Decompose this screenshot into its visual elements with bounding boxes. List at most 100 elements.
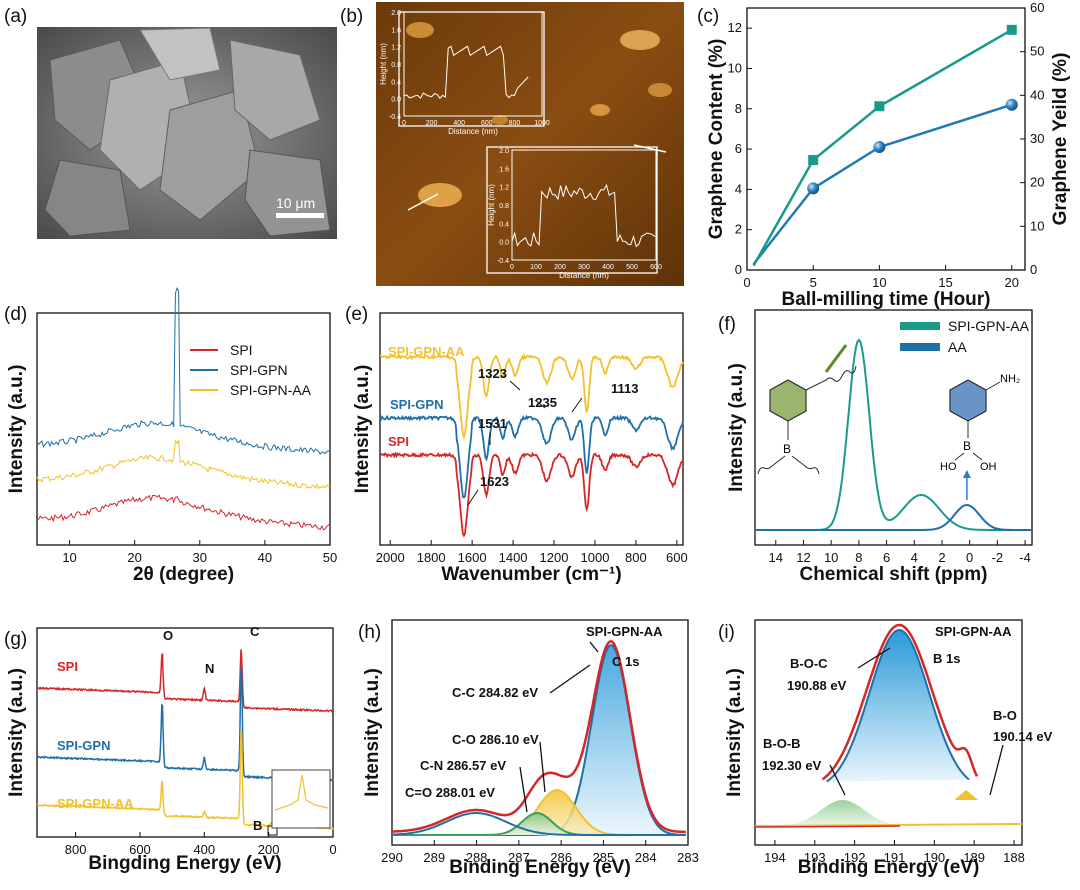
chart-c-point-content [1006,99,1018,111]
chart-c-point-yield [1007,25,1017,35]
afm-inset-1-xtick: 0 [402,120,406,127]
chart-e-ylabel: Intensity (a.u.) [352,365,373,494]
panel-e-label: (e) [345,304,368,325]
chart-c-ytick-label: 12 [728,20,742,35]
chart-h-annotation: C-N 286.57 eV [420,758,506,773]
boron-label-2: B [963,439,971,453]
chart-d: 10 20 30 40 50 2θ (degree) Intensity (a.u.) SPI… [6,288,337,585]
chart-i-bob-fill [755,800,1022,826]
figure-canvas: (a) 10 μm (b) 2.01.61.20.80.40.0-0.40 200… [0,0,1080,890]
afm-inset-2-ylabel: Height (nm) [487,184,496,226]
chart-e-xlabel: Wavenumber (cm⁻¹) [441,564,621,585]
ho-label: HO [940,461,957,473]
chart-f-xtick-label: 8 [855,550,862,565]
chart-c-point-yield [808,155,818,165]
chart-h-subtitle: C 1s [612,654,639,669]
chart-c-xtick-label: 0 [743,275,750,290]
afm-inset-1-xtick: 400 [453,120,465,127]
chart-i-subtitle: B 1s [933,651,960,666]
chart-d-legend-label: SPI-GPN [230,362,288,378]
chart-c-ytick-label: 10 [728,60,742,75]
chart-c-series-left [754,105,1012,264]
chart-e-xtick-label: 1000 [581,550,610,565]
chart-h-annotation: C-C 284.82 eV [452,685,538,700]
chart-c-ytick-label: 6 [735,141,742,156]
afm-inset-1-ytick: 1.6 [391,27,401,34]
chart-c-ytick-label: 0 [735,262,742,277]
chart-h-xtick-label: 289 [423,850,445,865]
chart-e-xtick-label: 800 [625,550,647,565]
chart-e-series-label: SPI [388,434,409,449]
chart-h-arrow [540,742,545,792]
chart-h-ylabel: Intensity (a.u.) [362,668,383,797]
chart-i-annotation: 190.88 eV [787,678,847,693]
chart-e-series-label: SPI-GPN-AA [388,344,465,359]
chart-h-xtick-label: 284 [635,850,657,865]
chart-e-xtick-label: 1600 [458,550,487,565]
chart-e-series-label: SPI-GPN [390,397,443,412]
chart-f-xlabel: Chemical shift (ppm) [800,564,988,585]
boron-label-1: B [783,442,791,456]
chart-c-y2tick-label: 50 [1030,44,1044,59]
afm-inset-1-ytick: 0.8 [391,62,401,69]
chart-f-xtick-label: -2 [992,550,1004,565]
afm-inset-2-ytick: 1.2 [499,185,509,192]
panel-c-label: (c) [697,6,719,27]
afm-inset-1-ytick: 0.4 [391,79,401,86]
chart-g-peak-label: C [250,624,260,639]
chart-i-baseline-red [755,826,900,827]
chart-f-legend-label: AA [948,339,967,355]
chart-d-series-spi-gpn-aa [37,440,330,488]
afm-inset-2-ytick: -0.4 [497,258,509,265]
chart-i-title: SPI-GPN-AA [935,624,1012,639]
chart-e-xtick-label: 1800 [417,550,446,565]
scale-bar-label: 10 μm [276,195,315,211]
afm-inset-1-ylabel: Height (nm) [379,43,388,85]
chart-d-legend-label: SPI [230,342,253,358]
chart-c-y2tick-label: 40 [1030,87,1044,102]
chart-e-xtick-label: 2000 [376,550,405,565]
chart-g-series-label: SPI-GPN-AA [57,796,134,811]
chart-i-xlabel: Binding Energy (eV) [798,857,980,878]
chart-g: 800 600 400 200 0 Bingding Energy (eV) Intensi… [6,624,337,874]
chart-f-xtick-label: 2 [938,550,945,565]
chart-f-xtick-label: 0 [966,550,973,565]
chart-f-xtick-label: 14 [769,550,783,565]
chart-i-annotation: B-O-C [790,656,828,671]
panel-a-label: (a) [4,6,27,27]
afm-inset-1-xtick: 1000 [534,120,550,127]
afm-inset-2-ytick: 0.8 [499,203,509,210]
afm-inset-2-ytick: 0.4 [499,221,509,228]
chart-e-arrow [572,398,582,412]
chart-c-y2tick-label: 60 [1030,0,1044,15]
oh-label: OH [980,461,997,473]
chart-h-arrow [590,642,598,652]
afm-inset-1-xtick: 800 [509,120,521,127]
chart-f-arrowhead [963,470,971,478]
chart-f-legend-swatch [900,322,940,330]
chart-i-arrow [990,745,1003,795]
chart-i-bo-peak [954,790,978,800]
panel-b-label: (b) [340,6,363,27]
chart-f-ylabel: Intensity (a.u.) [726,363,747,492]
chart-e-arrow [510,381,520,390]
chart-f-legend-swatch [900,343,940,351]
nh2-label: NH₂ [1000,373,1020,385]
chart-d-xtick-label: 50 [323,550,337,565]
chart-c-y2tick-label: 10 [1030,218,1044,233]
chart-d-ylabel: Intensity (a.u.) [6,365,27,494]
chart-c-point-content [807,182,819,194]
chart-e: 2000 1800 1600 1400 1200 1000 800 600 Wavenumber… [352,313,688,585]
panel-d-label: (d) [4,304,27,325]
chart-c-y2tick-label: 20 [1030,175,1044,190]
chart-i-annotation: B-O [993,708,1017,723]
chart-e-annotation: 1113 [611,381,639,396]
afm-inset-1-ytick: 2.0 [391,10,401,17]
chart-f-xtick-label: -4 [1019,550,1031,565]
chart-c-ylabel: Graphene Content (%) [706,39,727,240]
chart-h: 290 289 288 287 286 285 284 283Binding Energy (… [362,620,699,878]
afm-inset-2-ytick: 0.0 [499,240,509,247]
chart-i-annotation: 192.30 eV [762,758,822,773]
chart-e-annotation: 1323 [478,366,507,381]
chart-c: 0 5 10 15 200246810120102030405060Ball-milli… [706,0,1071,310]
